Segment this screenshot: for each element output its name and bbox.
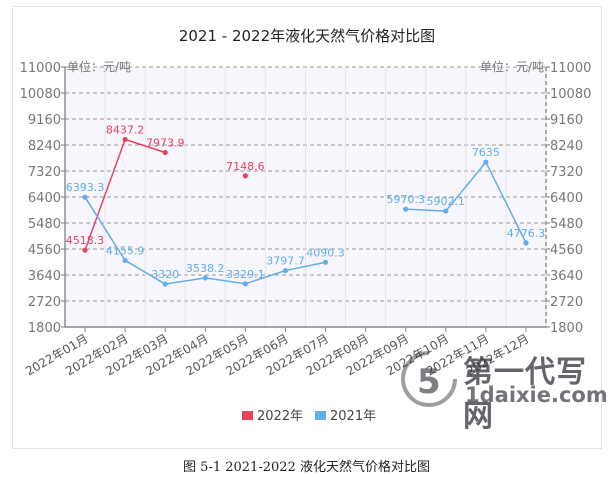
- chart-title: 2021 - 2022年液化天然气价格对比图: [179, 27, 435, 45]
- legend-label: 2022年: [257, 409, 303, 424]
- y-tick-label-left: 2720: [28, 295, 61, 310]
- y-tick-label-right: 7320: [550, 165, 583, 180]
- legend-label: 2021年: [330, 409, 376, 424]
- legend-swatch: [315, 411, 326, 420]
- data-label: 3320: [151, 268, 179, 281]
- y-tick-label-right: 3640: [550, 269, 583, 284]
- data-point: [483, 159, 489, 165]
- data-point: [282, 267, 289, 274]
- data-point: [242, 281, 248, 287]
- data-point: [523, 240, 529, 246]
- y-tick-label-right: 11000: [550, 61, 591, 76]
- figure-caption: 图 5-1 2021-2022 液化天然气价格对比图: [183, 460, 430, 475]
- data-label: 4776.3: [507, 227, 546, 240]
- y-tick-label-right: 4560: [550, 243, 583, 258]
- y-tick-label-left: 11000: [20, 61, 61, 76]
- svg-text:5: 5: [417, 362, 441, 402]
- y-tick-label-right: 5480: [550, 217, 583, 232]
- data-point: [82, 247, 88, 253]
- y-tick-label-left: 7320: [28, 165, 61, 180]
- data-point: [322, 259, 329, 265]
- watermark-logo-icon: 5: [401, 351, 457, 407]
- data-point: [443, 208, 449, 214]
- y-tick-label-right: 6400: [550, 191, 583, 206]
- data-point: [122, 257, 128, 264]
- y-tick-label-left: 3640: [28, 269, 61, 284]
- y-tick-label-left: 1800: [28, 321, 61, 336]
- watermark: 5 第一代写网 1daixie.com: [399, 345, 608, 434]
- y-tick-label-left: 8240: [28, 139, 61, 154]
- watermark-cn: 第一代写网: [463, 355, 587, 434]
- data-label: 4090.3: [306, 246, 345, 259]
- y-tick-label-right: 8240: [550, 139, 583, 154]
- watermark-en: 1daixie.com: [465, 383, 608, 407]
- legend-swatch: [242, 411, 253, 420]
- data-label: 3538.2: [186, 262, 225, 275]
- series-line: [405, 160, 527, 244]
- y-tick-label-left: 9160: [28, 113, 61, 128]
- y-tick-label-right: 1800: [550, 321, 583, 336]
- data-label: 4155.9: [106, 244, 145, 257]
- data-point: [162, 149, 168, 156]
- data-label: 7973.9: [146, 137, 185, 150]
- data-point: [242, 173, 248, 179]
- data-label: 4518.3: [66, 234, 105, 247]
- data-label: 7635: [472, 146, 500, 159]
- data-label: 7148.6: [226, 160, 265, 173]
- y-tick-label-left: 5480: [28, 217, 61, 232]
- unit-label-right: 单位：元/吨: [480, 59, 544, 74]
- data-point: [122, 136, 128, 143]
- y-tick-label-left: 6400: [28, 191, 61, 206]
- data-point: [162, 281, 168, 287]
- data-label: 3329.1: [226, 268, 265, 281]
- y-tick-label-left: 10080: [20, 87, 61, 102]
- data-label: 6393.3: [66, 181, 105, 194]
- data-label: 8437.2: [106, 123, 145, 136]
- y-tick-label-right: 2720: [550, 295, 583, 310]
- data-label: 3797.7: [266, 255, 305, 268]
- data-point: [202, 275, 208, 281]
- y-tick-label-right: 9160: [550, 113, 583, 128]
- data-point: [82, 194, 88, 200]
- data-point: [403, 206, 409, 212]
- chart-panel: 2021 - 2022年液化天然气价格对比图单位：元/吨 单位：元/吨 11000 1…: [12, 6, 602, 449]
- unit-label-left: 单位：元/吨: [67, 59, 131, 74]
- y-tick-label-right: 10080: [550, 87, 591, 102]
- y-tick-label-left: 4560: [28, 243, 61, 258]
- data-label: 5970.3: [386, 193, 425, 206]
- data-label: 5902.1: [427, 195, 466, 208]
